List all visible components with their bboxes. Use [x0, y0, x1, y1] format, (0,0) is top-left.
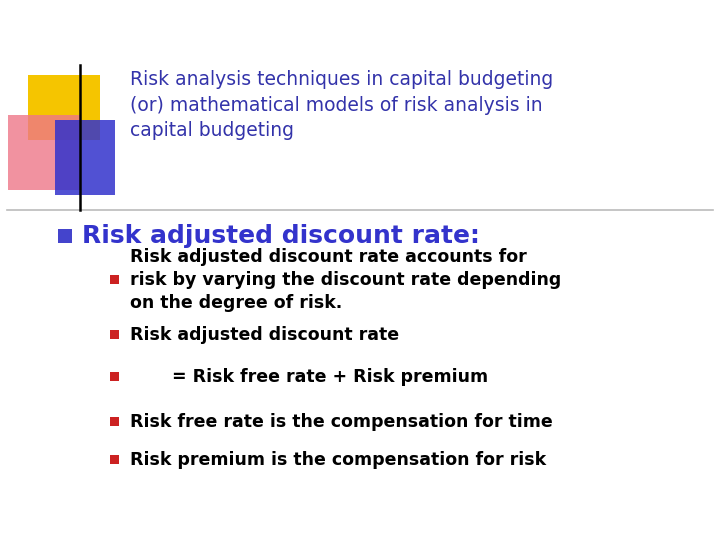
Bar — [110, 275, 119, 284]
Bar — [110, 330, 119, 339]
Bar — [110, 417, 119, 426]
Bar — [58, 229, 72, 243]
Text: Risk adjusted discount rate:: Risk adjusted discount rate: — [82, 224, 480, 248]
Bar — [8, 115, 80, 190]
Text: Risk free rate is the compensation for time: Risk free rate is the compensation for t… — [130, 413, 553, 431]
Bar — [110, 455, 119, 464]
Bar — [110, 372, 119, 381]
Text: Risk adjusted discount rate accounts for
risk by varying the discount rate depen: Risk adjusted discount rate accounts for… — [130, 248, 562, 312]
Text: Risk premium is the compensation for risk: Risk premium is the compensation for ris… — [130, 451, 546, 469]
Text: = Risk free rate + Risk premium: = Risk free rate + Risk premium — [130, 368, 488, 386]
Bar — [55, 120, 115, 195]
Text: Risk analysis techniques in capital budgeting
(or) mathematical models of risk a: Risk analysis techniques in capital budg… — [130, 70, 553, 140]
Bar — [28, 75, 100, 140]
Text: Risk adjusted discount rate: Risk adjusted discount rate — [130, 326, 399, 344]
